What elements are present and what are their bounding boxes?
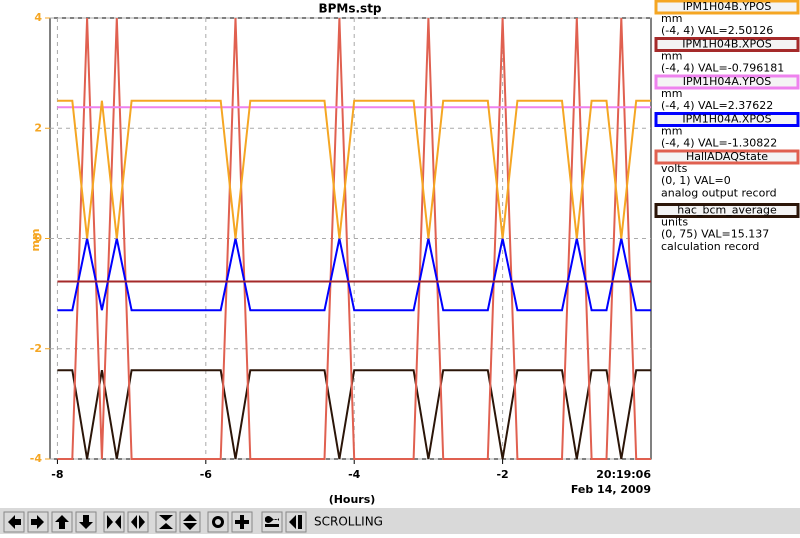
scroll-mode-button[interactable] — [285, 511, 307, 533]
reset-button[interactable] — [231, 511, 253, 533]
chart-title: BPMs.stp — [318, 2, 381, 16]
legend-swatch — [654, 149, 800, 165]
legend-swatch — [654, 74, 800, 90]
legend-swatch — [654, 203, 800, 218]
zoom-in-y-button[interactable] — [155, 511, 177, 533]
legend-swatch — [654, 112, 800, 127]
legend-info: (-4, 4) VAL=-0.796181 — [661, 62, 784, 75]
legend-info: (0, 75) VAL=15.137 — [661, 228, 769, 241]
y-tick-label: -2 — [30, 342, 42, 355]
grid: -4 -2 0 2 4 -8 -6 -4 -2 — [30, 11, 651, 481]
x-tick-label: -6 — [200, 468, 213, 481]
legend-info: (0, 1) VAL=0 — [661, 174, 731, 187]
zoom-out-x-button[interactable] — [127, 511, 149, 533]
legend-info: (-4, 4) VAL=2.50126 — [661, 24, 773, 37]
legend-record: calculation record — [661, 240, 759, 253]
scroll-status: SCROLLING — [314, 515, 383, 529]
trace — [57, 238, 651, 312]
trace — [57, 369, 651, 460]
x-tick-label: -4 — [348, 468, 361, 481]
legend-name: hac_bcm_average — [677, 204, 777, 217]
traces — [57, 17, 651, 460]
end-time: 20:19:06 — [596, 468, 651, 481]
legend-swatch — [654, 37, 800, 52]
auto-scale-button[interactable] — [207, 511, 229, 533]
y-tick-label: 0 — [34, 232, 42, 245]
trace — [57, 99, 651, 239]
zoom-in-x-button[interactable] — [103, 511, 125, 533]
legend-units: mm — [661, 50, 682, 63]
y-axis-label: mm — [29, 229, 42, 252]
legend-units: mm — [661, 125, 682, 138]
legend-info: (-4, 4) VAL=-1.30822 — [661, 137, 777, 150]
plot-area — [49, 17, 652, 460]
end-date: Feb 14, 2009 — [571, 483, 651, 496]
pan-up-button[interactable] — [51, 511, 73, 533]
legend-units: mm — [661, 12, 682, 25]
zoom-out-y-button[interactable] — [179, 511, 201, 533]
pan-left-button[interactable] — [3, 511, 25, 533]
toolbar: SCROLLING — [0, 508, 800, 534]
y-tick-label: 2 — [34, 121, 42, 134]
refresh-button[interactable] — [261, 511, 283, 533]
legend-name: IPM1H04B.YPOS — [683, 0, 772, 13]
y-tick-label: -4 — [30, 452, 43, 465]
legend-name: IPM1H04B.XPOS — [682, 38, 772, 51]
legend-name: HallADAQState — [686, 150, 768, 163]
legend-name: IPM1H04A.XPOS — [682, 113, 771, 126]
y-tick-label: 4 — [34, 11, 42, 24]
x-tick-label: -2 — [496, 468, 508, 481]
legend-info: (-4, 4) VAL=2.37622 — [661, 99, 773, 112]
legend-name: IPM1H04A.YPOS — [683, 75, 771, 88]
legend-swatch — [654, 0, 800, 15]
legend-units: mm — [661, 87, 682, 100]
legend-record: analog output record — [661, 187, 777, 200]
legend-units: volts — [661, 162, 688, 175]
trace — [57, 17, 651, 460]
legend-units: units — [661, 216, 688, 229]
x-axis-label: (Hours) — [329, 493, 376, 506]
pan-right-button[interactable] — [27, 511, 49, 533]
pan-down-button[interactable] — [75, 511, 97, 533]
x-tick-label: -8 — [51, 468, 63, 481]
